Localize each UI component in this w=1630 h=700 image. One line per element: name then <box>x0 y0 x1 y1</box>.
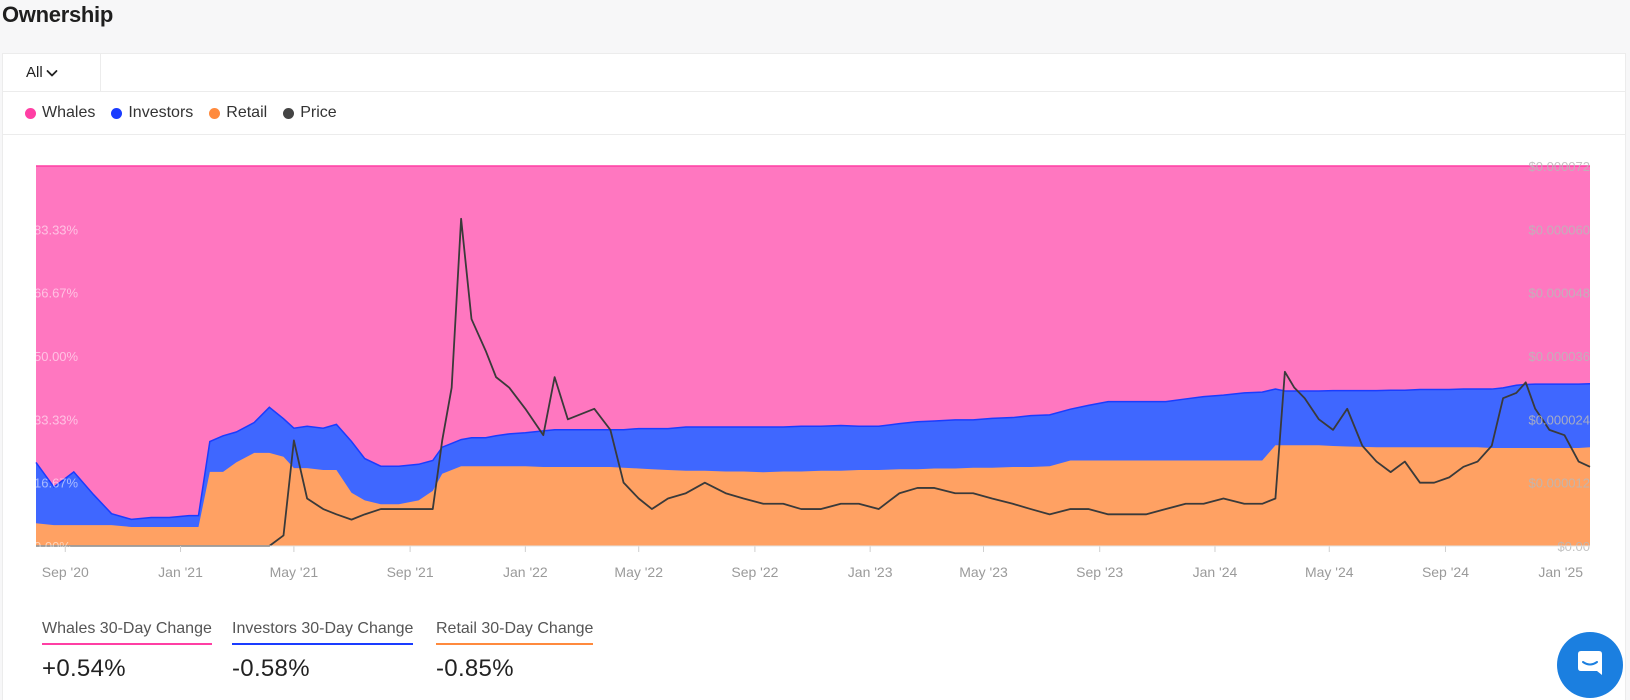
y-right-tick-label: $0.000036 <box>1529 349 1590 364</box>
retail-change-label: Retail 30-Day Change <box>436 620 594 645</box>
legend-label: Retail <box>226 104 268 121</box>
whales-change-label: Whales 30-Day Change <box>42 620 212 645</box>
y-right-tick-label: $0.000024 <box>1529 412 1590 427</box>
ownership-chart: 0.00%16.67%33.33%50.00%66.67%83.33%$0.00… <box>34 159 1591 580</box>
retail-change-value: -0.85% <box>436 655 514 682</box>
filter-dropdown[interactable]: All <box>3 54 101 91</box>
legend-label: Price <box>300 104 337 121</box>
legend-item-retail[interactable]: Retail <box>209 104 267 122</box>
y-right-tick-label: $0.000072 <box>1529 159 1590 174</box>
legend-dot-retail <box>209 107 221 119</box>
page-title: Ownership <box>2 2 113 27</box>
x-tick-label: May '21 <box>270 564 319 580</box>
x-tick-label: Sep '24 <box>1422 564 1469 580</box>
x-tick-label: Jan '24 <box>1193 564 1238 580</box>
legend-label: Investors <box>128 104 194 121</box>
whales-change-stat: Whales 30-Day Change +0.54% <box>42 620 212 683</box>
x-tick-label: Sep '22 <box>731 564 778 580</box>
chat-button[interactable] <box>1557 632 1623 698</box>
x-tick-label: May '23 <box>959 564 1008 580</box>
legend-dot-investors <box>111 107 123 119</box>
retail-change-stat: Retail 30-Day Change -0.85% <box>436 620 594 683</box>
toolbar: All <box>3 54 1625 92</box>
y-left-tick-label: 66.67% <box>34 286 79 301</box>
x-tick-label: Sep '23 <box>1076 564 1123 580</box>
chat-icon <box>1578 651 1602 675</box>
legend-label: Whales <box>42 104 96 121</box>
y-left-tick-label: 33.33% <box>34 412 79 427</box>
x-tick-label: Sep '20 <box>42 564 89 580</box>
filter-selected-label: All <box>26 64 43 81</box>
legend-item-price[interactable]: Price <box>283 104 337 122</box>
x-tick-label: Jan '21 <box>158 564 203 580</box>
legend-item-investors[interactable]: Investors <box>111 104 193 122</box>
y-right-tick-label: $0.000060 <box>1529 222 1590 237</box>
legend-dot-whales <box>25 107 36 119</box>
retail-area <box>36 445 1590 546</box>
price-line <box>36 217 1591 547</box>
x-tick-label: Jan '22 <box>503 564 548 580</box>
legend-dot-price <box>283 107 295 119</box>
investors-change-label: Investors 30-Day Change <box>232 620 414 645</box>
y-left-tick-label: 83.33% <box>34 222 79 237</box>
x-tick-label: Sep '21 <box>387 564 434 580</box>
investors-top-line <box>35 382 1591 521</box>
y-right-tick-label: $0.000012 <box>1529 476 1590 491</box>
chevron-down-icon <box>46 69 58 76</box>
investors-change-stat: Investors 30-Day Change -0.58% <box>232 620 414 683</box>
y-left-tick-label: 50.00% <box>34 349 79 364</box>
x-tick-label: Jan '23 <box>848 564 893 580</box>
legend-item-whales[interactable]: Whales <box>25 104 95 122</box>
x-tick-label: May '24 <box>1305 564 1354 580</box>
y-left-tick-label: 16.67% <box>34 476 79 491</box>
x-tick-label: May '22 <box>614 564 663 580</box>
investors-change-value: -0.58% <box>232 655 310 682</box>
chart-legend: Whales Investors Retail Price <box>3 92 1625 135</box>
y-right-tick-label: $0.000048 <box>1529 286 1590 301</box>
x-tick-label: Jan '25 <box>1538 564 1583 580</box>
whales-change-value: +0.54% <box>42 655 126 682</box>
